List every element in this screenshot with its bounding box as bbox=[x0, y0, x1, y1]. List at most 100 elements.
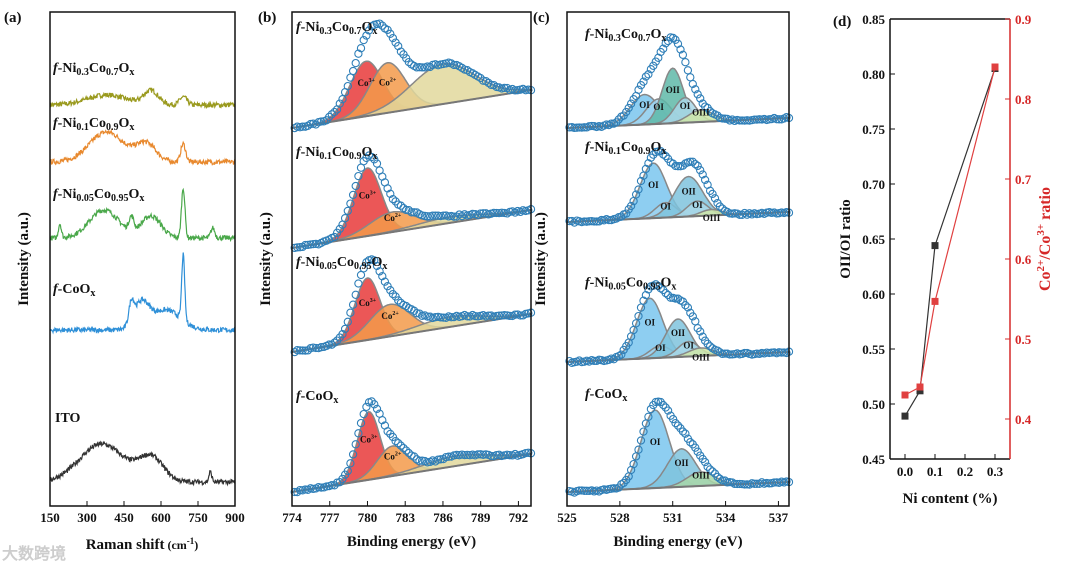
data-point bbox=[521, 448, 530, 458]
data-point bbox=[700, 175, 710, 185]
label-part: -Ni bbox=[590, 275, 609, 290]
data-point bbox=[720, 476, 730, 485]
data-point bbox=[500, 311, 509, 320]
data-point bbox=[494, 208, 504, 218]
data-point bbox=[325, 340, 334, 349]
data-point bbox=[423, 212, 432, 221]
data-point bbox=[367, 152, 376, 162]
data-point bbox=[502, 83, 512, 93]
label-part: Co bbox=[332, 20, 349, 35]
peak-label: OII bbox=[675, 458, 690, 468]
label-part: O bbox=[128, 187, 139, 202]
data-marker bbox=[931, 297, 939, 305]
peak-label: OII bbox=[671, 328, 686, 338]
data-point bbox=[494, 311, 504, 320]
label-part: Co bbox=[621, 140, 638, 155]
data-point bbox=[295, 346, 305, 355]
data-point bbox=[340, 214, 350, 223]
data-point bbox=[359, 409, 368, 419]
data-marker bbox=[916, 383, 924, 391]
data-point bbox=[407, 208, 416, 217]
peak-label: Co2+ bbox=[384, 452, 402, 462]
data-point bbox=[489, 208, 498, 218]
label-part: 0.95 bbox=[111, 193, 129, 204]
axes-frame bbox=[291, 11, 532, 507]
data-point bbox=[354, 279, 363, 288]
data-point bbox=[497, 208, 506, 217]
data-point bbox=[351, 58, 360, 68]
label-part: x bbox=[372, 151, 377, 162]
data-point bbox=[693, 161, 702, 171]
data-point bbox=[452, 450, 461, 460]
x-tick-label: 792 bbox=[509, 510, 529, 525]
y-tick-label: 0.60 bbox=[862, 287, 885, 302]
label-part: Raman shift bbox=[86, 537, 165, 553]
data-point bbox=[673, 421, 683, 430]
data-point bbox=[298, 122, 307, 131]
label-part: O bbox=[361, 145, 372, 160]
data-point bbox=[696, 327, 705, 336]
x-tick-label: 450 bbox=[114, 510, 134, 525]
data-point bbox=[330, 338, 339, 347]
y-tick-label: 0.70 bbox=[862, 177, 885, 192]
panel-label: (c) bbox=[533, 10, 550, 26]
data-point bbox=[386, 189, 395, 198]
data-point bbox=[641, 72, 651, 81]
data-point bbox=[404, 57, 413, 67]
data-point bbox=[500, 83, 509, 93]
data-point bbox=[415, 456, 424, 465]
label-part: 0.1 bbox=[319, 151, 332, 162]
panel-label: (a) bbox=[4, 10, 22, 26]
data-point bbox=[335, 99, 344, 108]
spectrum-line bbox=[49, 252, 236, 335]
data-point bbox=[449, 212, 459, 221]
data-point bbox=[410, 208, 419, 217]
data-point bbox=[391, 436, 400, 446]
data-point bbox=[639, 77, 648, 86]
y-axis-label: Intensity (a.u.) bbox=[258, 212, 274, 306]
label-part: O bbox=[118, 61, 129, 76]
label-part: -Ni bbox=[58, 61, 77, 76]
data-point bbox=[505, 311, 514, 321]
data-point bbox=[473, 450, 483, 459]
background-line bbox=[291, 453, 532, 493]
data-point bbox=[439, 313, 448, 322]
data-point bbox=[452, 212, 461, 221]
data-point bbox=[463, 312, 472, 321]
peak-label: Co3+ bbox=[359, 298, 377, 308]
label-part: 0.3 bbox=[608, 33, 621, 44]
data-point bbox=[346, 199, 355, 208]
label-part: 2+ bbox=[395, 452, 402, 458]
label-part: (cm bbox=[164, 538, 186, 552]
label-part: 0.3 bbox=[76, 67, 89, 78]
data-point bbox=[325, 112, 334, 122]
label-part: f bbox=[296, 389, 302, 404]
panel-label: (d) bbox=[833, 14, 851, 30]
peak-label: OI bbox=[639, 100, 650, 110]
data-point bbox=[691, 159, 700, 169]
data-point bbox=[380, 277, 390, 286]
background-line bbox=[566, 117, 790, 129]
data-point bbox=[703, 339, 712, 348]
data-point bbox=[686, 438, 695, 447]
label-part: 2+ bbox=[395, 213, 402, 219]
data-point bbox=[317, 483, 326, 492]
data-point bbox=[468, 209, 477, 219]
data-point bbox=[639, 296, 648, 305]
x-tick-label: 0.2 bbox=[957, 464, 973, 479]
x-tick-label: 786 bbox=[433, 510, 453, 525]
sample-label: f-Ni0.1Co0.9Ox bbox=[296, 145, 377, 162]
data-point bbox=[649, 61, 658, 70]
data-point bbox=[774, 115, 784, 124]
data-point bbox=[396, 441, 406, 450]
data-point bbox=[290, 347, 299, 357]
data-point bbox=[688, 157, 697, 166]
data-point bbox=[396, 201, 406, 210]
data-point bbox=[691, 443, 700, 452]
spectrum-line bbox=[50, 128, 236, 166]
data-point bbox=[295, 243, 305, 252]
data-point bbox=[309, 239, 318, 249]
data-point bbox=[348, 190, 358, 200]
peak-label: OI bbox=[660, 201, 671, 211]
data-marker bbox=[901, 412, 909, 420]
